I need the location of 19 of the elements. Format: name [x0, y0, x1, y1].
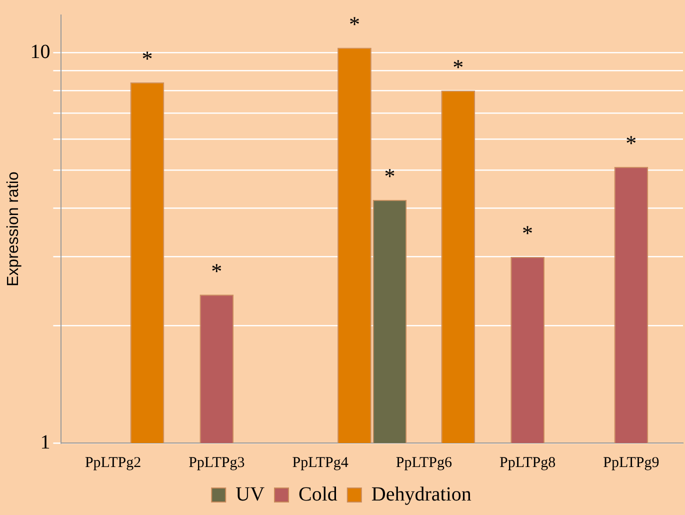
x-tick-label: PpLTPg4: [292, 454, 349, 471]
y-axis-title: Expression ratio: [5, 172, 22, 286]
data-label: *: [452, 54, 464, 80]
legend-label: Cold: [298, 483, 338, 506]
x-tick-label: PpLTPg9: [603, 454, 660, 471]
data-label: *: [522, 220, 534, 246]
legend-label: Dehydration: [371, 483, 472, 506]
x-tick-label: PpLTPg3: [188, 454, 245, 471]
data-label: *: [626, 130, 637, 156]
data-label: *: [384, 164, 396, 189]
x-tick-label: PpLTPg6: [396, 454, 452, 471]
data-label: *: [348, 12, 360, 37]
x-tick-label: PpLTPg2: [84, 454, 142, 471]
y-tick-label: 10: [30, 41, 50, 64]
legend-label: UV: [236, 483, 266, 506]
data-label: *: [211, 258, 222, 284]
x-tick-label: PpLTPg8: [499, 454, 556, 471]
data-label: *: [142, 46, 153, 72]
y-tick-label: 1: [40, 431, 50, 454]
